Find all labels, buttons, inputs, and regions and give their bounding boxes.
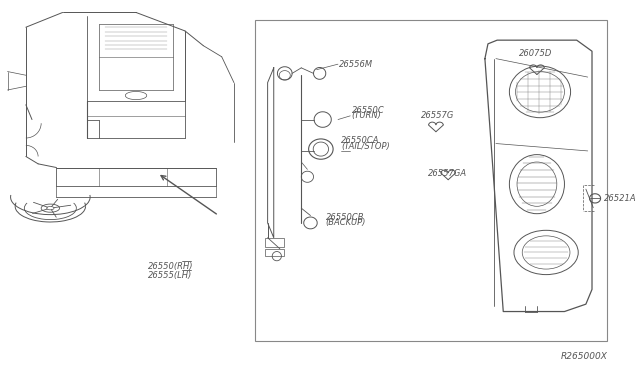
Text: 26075D: 26075D: [518, 49, 552, 58]
Bar: [264, 238, 284, 247]
Text: (BACKUP): (BACKUP): [326, 218, 366, 227]
Text: 26556M: 26556M: [339, 60, 373, 69]
Text: 26557G: 26557G: [420, 111, 454, 121]
Text: 26550CA: 26550CA: [341, 136, 380, 145]
Text: (TAIL/STOP): (TAIL/STOP): [341, 142, 390, 151]
Bar: [255, 20, 607, 341]
Text: 26550CB: 26550CB: [326, 213, 364, 222]
Text: 26521A: 26521A: [604, 194, 637, 203]
Text: 26555(LH): 26555(LH): [148, 271, 193, 280]
Text: 26550(RH): 26550(RH): [148, 262, 194, 271]
Bar: [264, 249, 284, 256]
Text: R265000X: R265000X: [561, 352, 607, 361]
Text: (TURN): (TURN): [351, 111, 381, 121]
Text: 26557GA: 26557GA: [428, 169, 467, 177]
Text: 26550C: 26550C: [351, 106, 384, 115]
